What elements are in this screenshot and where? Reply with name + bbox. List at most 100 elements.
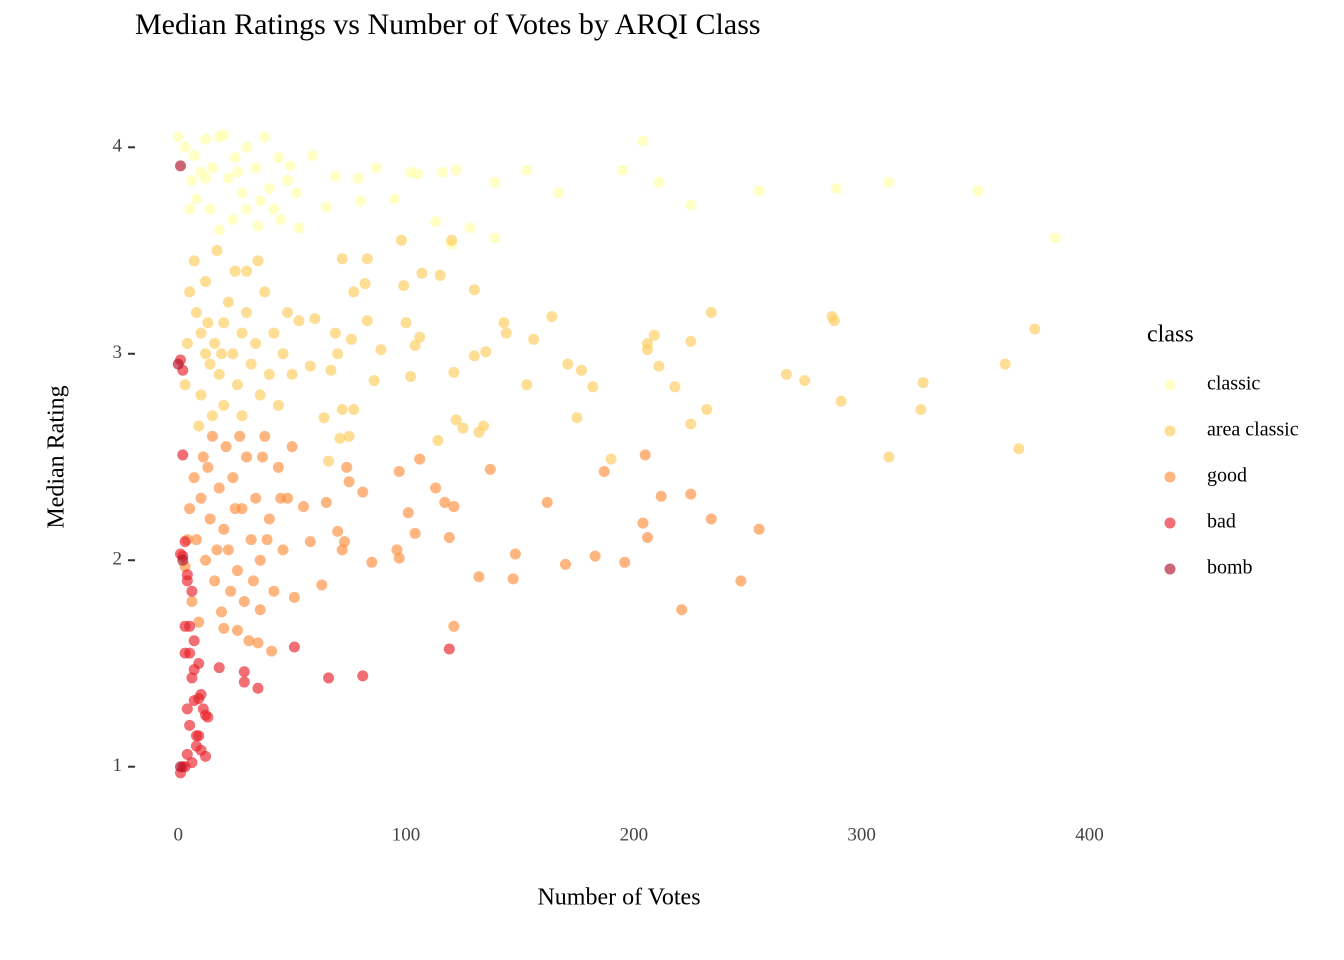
point (685, 418, 697, 430)
point (329, 170, 341, 182)
point (216, 606, 228, 618)
x-axis-label: Number of Votes (537, 885, 700, 911)
point (393, 552, 405, 564)
point (254, 554, 266, 566)
point (188, 664, 200, 676)
point (202, 317, 214, 329)
point (345, 333, 357, 345)
legend-key (1164, 517, 1176, 529)
point (598, 465, 610, 477)
point (831, 183, 843, 195)
point (252, 637, 264, 649)
point (780, 368, 792, 380)
point (200, 554, 212, 566)
point (753, 523, 765, 535)
point (188, 472, 200, 484)
point (231, 624, 243, 636)
point (439, 496, 451, 508)
point (181, 748, 193, 760)
point (227, 348, 239, 360)
point (799, 375, 811, 387)
point (179, 536, 191, 548)
point (348, 404, 360, 416)
point (227, 472, 239, 484)
point (261, 534, 273, 546)
point (509, 548, 521, 560)
point (446, 234, 458, 246)
point (826, 311, 838, 323)
point (288, 641, 300, 653)
point (430, 482, 442, 494)
point (448, 366, 460, 378)
point (184, 286, 196, 298)
point (705, 513, 717, 525)
point (181, 703, 193, 715)
point (216, 348, 228, 360)
point (254, 389, 266, 401)
point (546, 311, 558, 323)
x-tick-label: 400 (1075, 824, 1104, 845)
point (247, 575, 259, 587)
point (286, 368, 298, 380)
point (336, 544, 348, 556)
point (293, 315, 305, 327)
point (252, 220, 264, 232)
legend-label: classic (1207, 373, 1260, 395)
point (701, 404, 713, 416)
point (484, 463, 496, 475)
point (175, 160, 187, 172)
point (343, 476, 355, 488)
point (293, 222, 305, 234)
point (195, 688, 207, 700)
point (254, 604, 266, 616)
point (343, 430, 355, 442)
point (400, 317, 412, 329)
point (259, 286, 271, 298)
point (250, 162, 262, 174)
point (448, 501, 460, 513)
point (195, 389, 207, 401)
point (236, 327, 248, 339)
point (268, 203, 280, 215)
point (238, 666, 250, 678)
point (575, 364, 587, 376)
point (181, 337, 193, 349)
point (450, 164, 462, 176)
point (562, 358, 574, 370)
point (883, 176, 895, 188)
point (236, 187, 248, 199)
point (352, 172, 364, 184)
point (284, 160, 296, 172)
point (195, 492, 207, 504)
point (395, 234, 407, 246)
point (359, 278, 371, 290)
point (222, 172, 234, 184)
x-tick-label: 100 (392, 824, 421, 845)
point (653, 176, 665, 188)
point (225, 585, 237, 597)
point (188, 255, 200, 267)
point (473, 571, 485, 583)
y-tick-label: 2 (113, 549, 123, 570)
point (190, 193, 202, 205)
point (231, 565, 243, 577)
point (348, 286, 360, 298)
point (489, 176, 501, 188)
point (263, 183, 275, 195)
point (323, 672, 335, 684)
point (1049, 232, 1061, 244)
point (480, 346, 492, 358)
point (507, 573, 519, 585)
point (436, 166, 448, 178)
point (329, 327, 341, 339)
point (245, 358, 257, 370)
point (685, 335, 697, 347)
point (559, 558, 571, 570)
point (605, 453, 617, 465)
point (252, 682, 264, 694)
point (195, 744, 207, 756)
point (430, 216, 442, 228)
point (676, 604, 688, 616)
point (361, 253, 373, 265)
point (685, 488, 697, 500)
